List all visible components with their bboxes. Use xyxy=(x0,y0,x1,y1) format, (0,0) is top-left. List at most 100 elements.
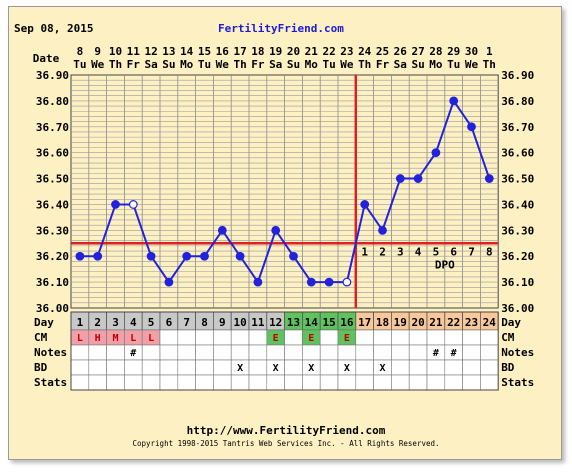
weekday-label: Sa xyxy=(269,58,282,71)
dpo-number: 3 xyxy=(397,245,404,258)
bd-cell xyxy=(391,359,410,376)
bd-cell xyxy=(70,359,90,376)
bd-cell xyxy=(106,359,125,376)
site-title[interactable]: FertilityFriend.com xyxy=(218,22,344,35)
stats-cell xyxy=(124,374,143,391)
y-tick-label-left: 36.10 xyxy=(36,276,69,289)
weekday-label: Tu xyxy=(447,58,460,71)
cm-cell xyxy=(426,329,446,346)
bd-cell xyxy=(408,359,428,376)
stats-cell xyxy=(177,374,196,391)
weekday-label: We xyxy=(91,58,105,71)
notes-cell xyxy=(70,344,90,361)
day-number: 15 xyxy=(322,316,335,329)
date-label: 18 xyxy=(251,45,264,58)
date-label: 23 xyxy=(340,45,353,58)
bd-cell xyxy=(213,359,232,376)
temperature-point xyxy=(217,225,227,235)
y-tick-label-right: 36.50 xyxy=(501,173,534,186)
weekday-label: Tu xyxy=(198,58,211,71)
cm-cell xyxy=(408,329,428,346)
dpo-number: 2 xyxy=(379,245,386,258)
notes-cell xyxy=(230,344,250,361)
cm-cell xyxy=(373,329,392,346)
y-tick-label-left: 36.60 xyxy=(36,147,69,160)
temperature-point xyxy=(431,148,441,158)
bd-cell xyxy=(462,359,481,376)
bd-cell xyxy=(88,359,107,376)
day-number: 11 xyxy=(251,316,265,329)
bd-cell xyxy=(195,359,214,376)
temperature-point xyxy=(413,174,423,183)
weekday-label: We xyxy=(465,58,479,71)
cm-row-label: CM xyxy=(34,331,48,344)
stats-cell xyxy=(141,374,161,391)
notes-row-label: Notes xyxy=(34,346,67,359)
day-number: 12 xyxy=(269,316,282,329)
temperature-point xyxy=(235,251,245,261)
bd-value: X xyxy=(344,363,350,374)
y-tick-label-right: 36.00 xyxy=(501,302,534,315)
weekday-label: Mo xyxy=(305,58,319,71)
cm-value: E xyxy=(308,333,314,344)
y-tick-label-right: 36.20 xyxy=(501,250,534,263)
y-tick-label-right: 36.40 xyxy=(501,198,534,211)
date-label: 19 xyxy=(269,45,282,58)
day-number: 4 xyxy=(130,316,137,329)
cm-cell xyxy=(248,329,268,346)
day-number: 14 xyxy=(305,316,319,329)
y-tick-label-right: 36.10 xyxy=(501,276,534,289)
bd-cell xyxy=(141,359,161,376)
bd-cell xyxy=(177,359,196,376)
notes-cell xyxy=(248,344,268,361)
temperature-point xyxy=(146,251,156,261)
stats-cell xyxy=(302,374,321,391)
y-tick-label-right: 36.90 xyxy=(501,69,534,82)
weekday-label: Fr xyxy=(376,58,390,71)
temperature-point xyxy=(111,200,120,209)
bd-value: X xyxy=(308,363,314,374)
cm-cell xyxy=(391,329,410,346)
footer-url[interactable]: http://www.FertilityFriend.com xyxy=(186,424,386,437)
weekday-label: Mo xyxy=(180,58,194,71)
dpo-number: 6 xyxy=(450,245,457,258)
stats-row-label: Stats xyxy=(34,376,67,389)
temperature-point xyxy=(164,277,174,287)
cm-value: M xyxy=(112,333,118,344)
weekday-label: Su xyxy=(287,58,300,71)
y-tick-label-left: 36.20 xyxy=(36,250,69,263)
day-number: 9 xyxy=(219,316,226,329)
dpo-number: 4 xyxy=(415,245,422,258)
y-tick-label-right: 36.30 xyxy=(501,224,534,237)
weekday-label: Fr xyxy=(127,58,141,71)
temperature-point xyxy=(484,174,494,183)
day-row-label-right: Day xyxy=(501,316,521,329)
day-number: 10 xyxy=(233,316,246,329)
notes-cell xyxy=(408,344,428,361)
weekday-label: Tu xyxy=(322,58,335,71)
temperature-point xyxy=(360,200,370,209)
date-label: 20 xyxy=(287,45,300,58)
weekday-label: Sa xyxy=(394,58,407,71)
y-tick-label-left: 36.50 xyxy=(36,173,69,186)
weekday-label: Th xyxy=(358,58,371,71)
stats-cell xyxy=(391,374,410,391)
cm-value: E xyxy=(344,333,350,344)
weekday-label: Th xyxy=(233,58,246,71)
date-label: 13 xyxy=(162,45,175,58)
temperature-point xyxy=(324,277,334,287)
day-number: 24 xyxy=(483,316,497,329)
notes-value: # xyxy=(130,348,136,359)
temperature-line xyxy=(79,98,491,285)
y-tick-label-left: 36.80 xyxy=(36,95,69,108)
stats-cell xyxy=(480,374,499,391)
day-number: 18 xyxy=(376,316,389,329)
dpo-number: 7 xyxy=(468,245,475,258)
y-tick-label-left: 36.40 xyxy=(36,198,69,211)
notes-row-label-right: Notes xyxy=(501,346,534,359)
bd-cell xyxy=(284,359,303,376)
chart-date: Sep 08, 2015 xyxy=(14,22,94,35)
date-label: 15 xyxy=(198,45,211,58)
date-label: 29 xyxy=(447,45,460,58)
